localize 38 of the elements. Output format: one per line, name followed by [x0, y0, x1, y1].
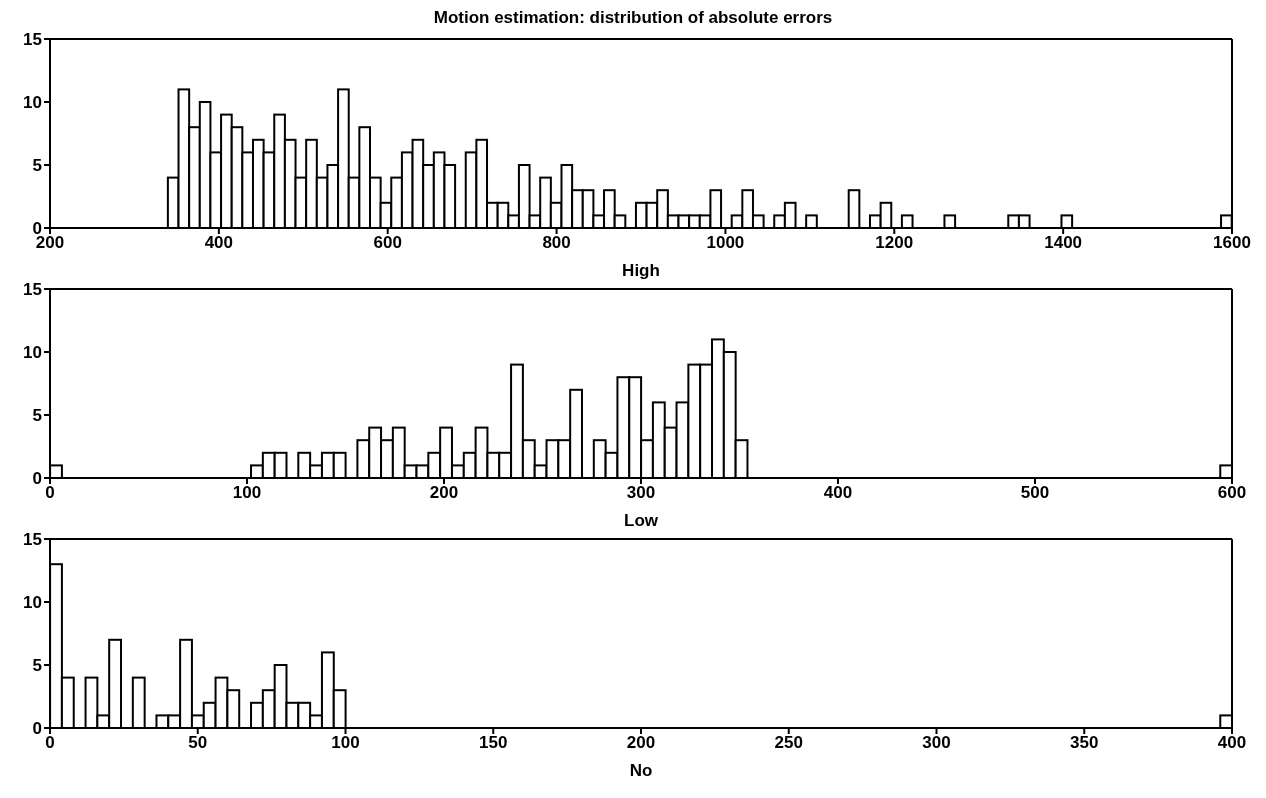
x-tick-label: 400 — [204, 233, 234, 253]
y-tick-label: 0 — [32, 719, 42, 739]
x-tick-label: 500 — [1020, 483, 1050, 503]
x-tick-label: 400 — [823, 483, 853, 503]
x-tick-label: 1600 — [1213, 233, 1251, 253]
x-tick-label: 350 — [1070, 733, 1099, 753]
x-tick-label: 150 — [479, 733, 508, 753]
y-tick-label: 5 — [32, 656, 42, 676]
x-axis-title: Low — [624, 511, 659, 530]
y-tick-label: 5 — [32, 406, 42, 426]
x-tick-label: 300 — [922, 733, 951, 753]
x-tick-label: 0 — [45, 733, 55, 753]
y-tick-label: 10 — [23, 593, 42, 613]
x-tick-label: 200 — [429, 483, 459, 503]
y-tick-label: 10 — [23, 93, 42, 113]
x-tick-label: 250 — [774, 733, 803, 753]
x-tick-label: 100 — [232, 483, 262, 503]
x-tick-label: 400 — [1217, 733, 1247, 753]
y-tick-label: 15 — [23, 530, 42, 550]
x-axis-title: High — [622, 261, 660, 280]
x-tick-label: 300 — [626, 483, 656, 503]
chart-title: Motion estimation: distribution of absolute errors — [432, 8, 834, 29]
x-tick-label: 600 — [373, 233, 402, 253]
x-tick-label: 800 — [542, 233, 571, 253]
x-tick-label: 200 — [626, 733, 656, 753]
y-tick-label: 10 — [23, 343, 42, 363]
x-tick-label: 0 — [45, 483, 55, 503]
y-tick-label: 15 — [23, 30, 42, 50]
y-tick-label: 15 — [23, 280, 42, 300]
x-tick-label: 1000 — [706, 233, 745, 253]
x-tick-label: 1400 — [1044, 233, 1083, 253]
y-tick-label: 0 — [32, 469, 42, 489]
y-tick-label: 5 — [32, 156, 42, 176]
x-tick-label: 1200 — [875, 233, 914, 253]
x-axis-title: No — [629, 761, 653, 780]
x-tick-label: 100 — [331, 733, 360, 753]
x-tick-label: 600 — [1217, 483, 1247, 503]
x-tick-label: 50 — [188, 733, 208, 753]
